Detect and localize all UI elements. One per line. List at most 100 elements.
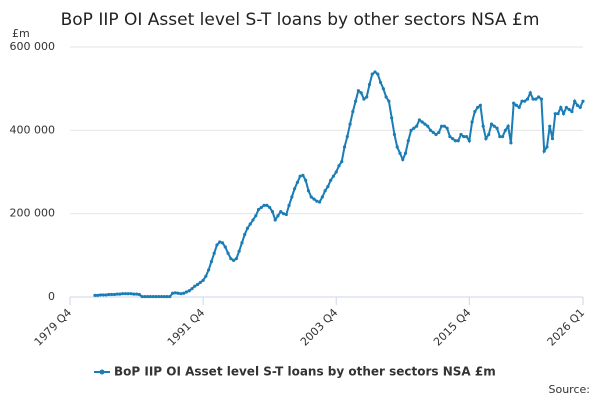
- point: [320, 195, 324, 199]
- point: [348, 122, 352, 126]
- point: [256, 207, 261, 212]
- point: [112, 292, 116, 297]
- point: [295, 180, 299, 185]
- point: [362, 97, 366, 101]
- point: [392, 132, 397, 137]
- point: [262, 203, 266, 207]
- point: [215, 243, 219, 247]
- point: [123, 292, 128, 296]
- point: [334, 170, 338, 174]
- point: [459, 132, 463, 137]
- point: [476, 105, 480, 110]
- point: [581, 99, 585, 103]
- legend-marker: [99, 369, 105, 375]
- point: [218, 240, 222, 244]
- point: [276, 214, 280, 218]
- point: [578, 105, 582, 110]
- point: [420, 120, 424, 124]
- point: [273, 218, 277, 222]
- point: [395, 145, 399, 149]
- point: [434, 132, 438, 137]
- point: [309, 195, 313, 199]
- point: [492, 124, 496, 128]
- point: [304, 178, 308, 182]
- point: [126, 292, 130, 296]
- point: [96, 293, 100, 297]
- point: [342, 145, 347, 149]
- point: [437, 130, 441, 135]
- point: [351, 109, 355, 114]
- point: [151, 294, 155, 299]
- point: [354, 99, 358, 103]
- point: [570, 109, 574, 114]
- point: [118, 292, 122, 296]
- point: [462, 134, 466, 139]
- point: [534, 97, 538, 101]
- point: [146, 294, 150, 299]
- point: [415, 124, 419, 128]
- point: [268, 205, 272, 210]
- point: [254, 214, 258, 218]
- point: [162, 294, 166, 299]
- point: [509, 141, 513, 145]
- chart-title: BoP IIP OI Asset level S-T loans by othe…: [61, 10, 540, 30]
- point: [317, 200, 322, 204]
- x-tick-label: 2026 Q1: [545, 306, 588, 349]
- point: [329, 178, 333, 182]
- point: [226, 251, 230, 255]
- point: [340, 159, 344, 164]
- point: [345, 134, 349, 139]
- point: [556, 112, 560, 116]
- point: [173, 291, 177, 295]
- point: [487, 132, 491, 137]
- point: [545, 145, 549, 149]
- point: [298, 174, 302, 178]
- point: [398, 151, 402, 155]
- point: [176, 291, 180, 295]
- point: [498, 134, 502, 139]
- y-tick-label: 0: [48, 290, 55, 303]
- point: [575, 103, 580, 107]
- point: [390, 116, 394, 120]
- point: [520, 99, 524, 103]
- point: [387, 99, 391, 103]
- point: [378, 80, 383, 85]
- point: [531, 97, 535, 101]
- point: [331, 174, 336, 178]
- point: [489, 122, 494, 126]
- point: [187, 289, 191, 293]
- x-tick-label: 2003 Q4: [298, 306, 341, 349]
- x-tick-label: 2015 Q4: [431, 306, 474, 349]
- point: [528, 91, 532, 95]
- point: [223, 245, 227, 249]
- point: [401, 157, 405, 162]
- point: [484, 137, 488, 141]
- point: [359, 91, 363, 95]
- point: [403, 151, 408, 155]
- point: [542, 149, 546, 153]
- point: [573, 99, 577, 103]
- point: [495, 126, 499, 130]
- point: [376, 72, 380, 76]
- point: [337, 164, 341, 168]
- point: [220, 241, 225, 245]
- point: [370, 72, 374, 76]
- point: [290, 195, 294, 199]
- point: [109, 292, 114, 297]
- point: [229, 257, 233, 261]
- point: [137, 292, 141, 297]
- point: [193, 284, 197, 288]
- point: [287, 203, 291, 207]
- point: [190, 287, 194, 291]
- point: [453, 139, 458, 143]
- point: [232, 258, 236, 262]
- point: [523, 99, 527, 103]
- point: [503, 128, 507, 132]
- point: [442, 124, 446, 128]
- point: [384, 95, 388, 99]
- point: [265, 203, 269, 207]
- point: [473, 109, 477, 114]
- point: [428, 128, 433, 132]
- point: [550, 137, 555, 141]
